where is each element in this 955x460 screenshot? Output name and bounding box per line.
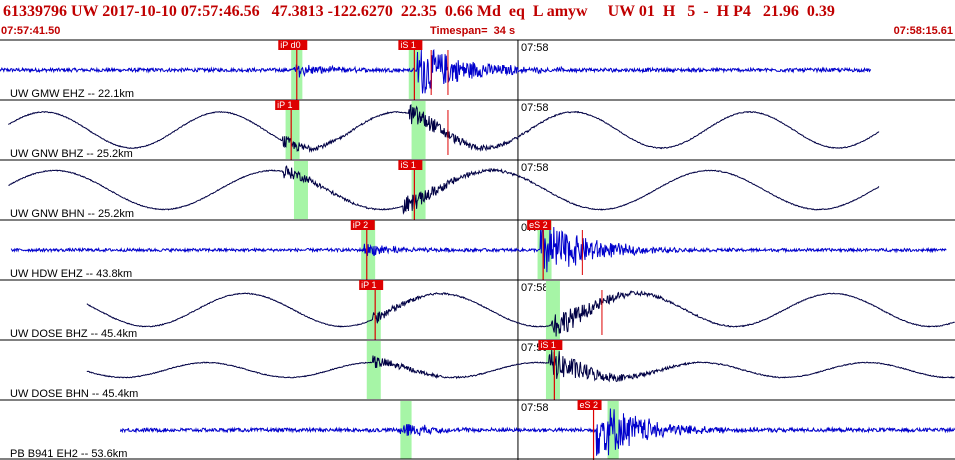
waveform-trace[interactable] xyxy=(0,49,872,94)
pick-label-box[interactable] xyxy=(359,280,384,290)
channel-label: UW DOSE BHZ -- 45.4km xyxy=(10,328,137,340)
pick-label: iS 1 xyxy=(400,160,416,170)
pick-label: iP 2 xyxy=(353,220,368,230)
waveform-trace[interactable] xyxy=(10,223,947,273)
channel-label: UW GMW EHZ -- 22.1km xyxy=(10,88,134,100)
minute-tick-label: 07:58 xyxy=(521,162,549,174)
channel-label: UW DOSE BHN -- 45.4km xyxy=(10,388,138,400)
phase-window xyxy=(366,341,381,399)
pick-label-box[interactable] xyxy=(350,220,375,230)
channel-label: PB B941 EH2 -- 53.6km xyxy=(10,448,127,460)
pick-label-box[interactable] xyxy=(538,340,563,350)
waveform-trace[interactable] xyxy=(86,349,955,383)
event-summary-line: 61339796 UW 2017-10-10 07:57:46.56 47.38… xyxy=(3,3,835,20)
pick-label: iP 1 xyxy=(361,280,376,290)
pick-label: iS 1 xyxy=(400,40,416,50)
minute-tick-label: 07:58 xyxy=(521,42,549,54)
pick-label-box[interactable] xyxy=(577,400,602,410)
timespan-readout: Timespan= 34 s xyxy=(430,25,516,37)
minute-tick-label: 07:58 xyxy=(521,282,549,294)
pick-label-box[interactable] xyxy=(278,40,308,50)
pick-label-box[interactable] xyxy=(275,100,300,110)
waveform-trace[interactable] xyxy=(119,408,955,456)
phase-window xyxy=(545,281,560,339)
channel-label: UW GNW BHZ -- 25.2km xyxy=(10,148,133,160)
pick-label: iS 1 xyxy=(540,340,556,350)
channel-label: UW GNW BHN -- 25.2km xyxy=(10,208,134,220)
pick-label: eS 2 xyxy=(529,220,548,230)
waveform-trace[interactable] xyxy=(8,165,880,215)
pick-label-box[interactable] xyxy=(398,160,423,170)
pick-label: iP d0 xyxy=(280,40,300,50)
start-time: 07:57:41.50 xyxy=(1,25,61,37)
pick-label-box[interactable] xyxy=(398,40,423,50)
waveform-trace[interactable] xyxy=(8,103,880,153)
waveform-trace[interactable] xyxy=(86,290,955,337)
pick-label-box[interactable] xyxy=(527,220,552,230)
channel-label: UW HDW EHZ -- 43.8km xyxy=(10,268,132,280)
minute-tick-label: 07:58 xyxy=(521,402,549,414)
end-time: 07:58:15.61 xyxy=(893,25,953,37)
phase-window xyxy=(366,281,381,339)
minute-tick-label: 07:58 xyxy=(521,102,549,114)
event-header: 61339796 UW 2017-10-10 07:57:46.56 47.38… xyxy=(0,0,955,38)
pick-label: eS 2 xyxy=(580,400,599,410)
pick-label: iP 1 xyxy=(277,100,292,110)
phase-window xyxy=(293,161,308,219)
